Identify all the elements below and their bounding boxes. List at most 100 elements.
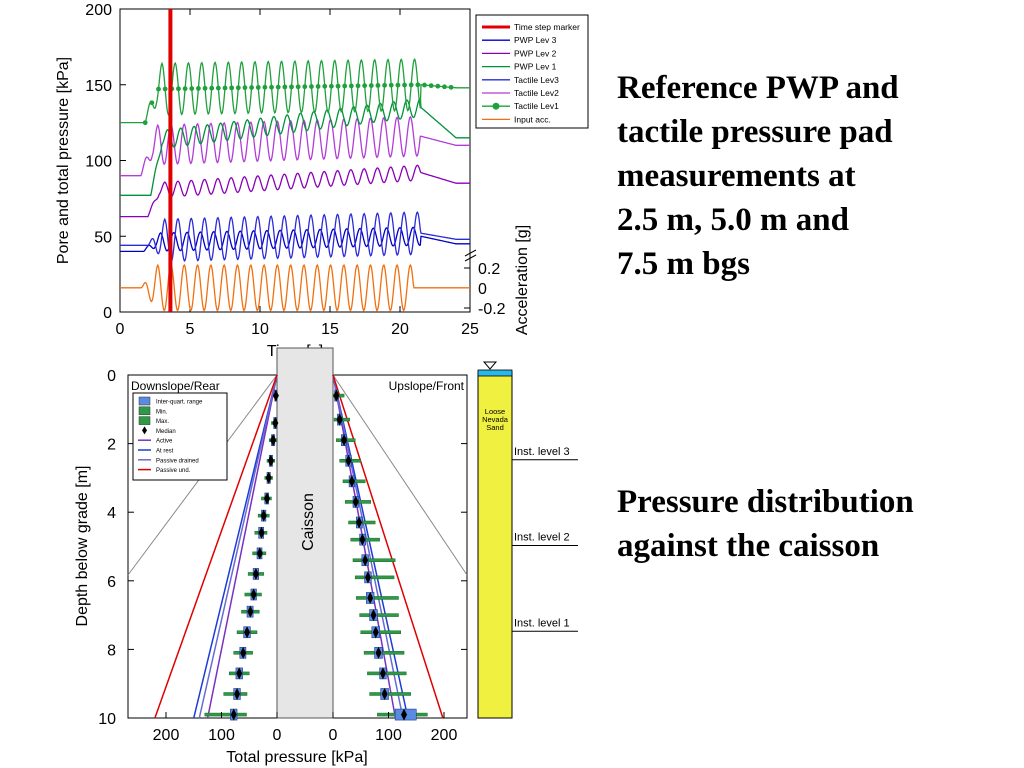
series-marker [162,86,168,92]
legend-swatch [138,416,151,425]
box-range-front [356,596,399,600]
y-axis-label: Pore and total pressure [kPa] [55,57,72,264]
series-marker [375,83,381,88]
y2-tick-label: -0.2 [478,301,506,318]
y2-tick-label: 0 [478,281,487,298]
legend-label: Passive und. [156,468,191,474]
heading-pressure-distribution: Pressure distribution against the caisso… [617,480,1007,568]
heading-line: 2.5 m, 5.0 m and [617,202,849,238]
series-marker [176,86,181,92]
instrument-level-label: Inst. level 2 [514,532,570,544]
caisson-body [276,347,334,719]
y-tick-label: 8 [107,642,116,659]
series-marker [269,84,274,90]
box-median-front [370,609,377,622]
y-tick-label: 2 [107,437,116,454]
series-marker [229,85,235,91]
box-median-rear [267,454,274,467]
box-median-front [352,495,359,508]
series-marker [282,84,288,90]
legend-label: PWP Lev 3 [514,35,557,45]
box-median-front [348,475,355,488]
y-tick-label: 0 [107,368,116,385]
series-line-pwp-lev-1 [120,97,470,196]
box-median-front [375,646,382,659]
pressure-distribution-chart: Caisson 0 2 4 6 8 10 200 100 0 0 100 200 Total pressu… [74,347,468,766]
box-range-front [369,692,411,696]
heading-line: tactile pressure pad [617,114,893,150]
box-median-front [336,413,343,426]
x-tick-label: 200 [153,727,180,744]
box-median-front [372,626,379,639]
series-marker [415,82,421,88]
series-marker [355,83,361,89]
soil-label: Loose [485,407,505,416]
heading-line: 7.5 m bgs [617,246,750,282]
series-marker [348,83,354,89]
x-tick-label: 10 [251,321,269,338]
x-tick-label: 100 [375,727,402,744]
reference-line-front-at-rest [332,374,409,719]
series-marker [289,84,294,90]
legend-swatch [138,396,151,406]
series-marker [442,84,447,90]
series-line-pwp-lev-2 [120,164,470,218]
y2-tick-label: 0.2 [478,261,500,278]
legend-label: Median [156,429,176,435]
legend-label: PWP Lev 2 [514,48,557,58]
series-marker [302,84,308,90]
series-marker [315,84,321,89]
series-marker [322,83,328,89]
instrument-level-label: Inst. level 3 [514,446,570,458]
heading-line: Reference PWP and [617,70,899,106]
box-median-front [356,516,363,529]
series-marker [149,100,155,106]
legend-label: Passive drained [156,458,199,464]
legend-label: Inter-quart. range [156,400,203,406]
box-median-front [333,389,340,402]
series-line-input-acc- [120,263,470,312]
box-median-rear [244,626,251,639]
x-axis-label: Total pressure [kPa] [226,749,367,766]
panel-title-front: Upslope/Front [389,379,465,393]
box-range-rear [204,712,247,717]
y-tick-label: 200 [85,2,112,19]
water-table-icon [482,361,498,370]
x-tick-label: 200 [431,727,458,744]
box-range-front [359,613,399,617]
series-marker [142,120,148,126]
box-median-front [341,434,348,447]
legend-label: At rest [156,449,174,455]
box-median-rear [247,605,254,618]
caisson-label: Caisson [300,493,317,551]
series-marker [382,82,387,88]
heading-line: measurements at [617,158,856,194]
box-median-rear [264,492,271,505]
legend-swatch [138,406,151,416]
series-line-tactile-lev2 [120,116,470,177]
box-median-rear [272,389,279,402]
box-range-front [367,671,407,676]
series-marker [182,86,188,92]
x-tick-label: 0 [116,321,125,338]
legend-label: Max. [156,419,169,425]
box-range-front [360,630,401,634]
box-median-rear [260,509,267,522]
box-median-front [364,571,371,584]
legend-label: Tactile Lev1 [514,101,559,111]
y-tick-label: 6 [107,574,116,591]
series-marker [388,82,394,88]
reference-line-rear-passive-drained [198,374,278,719]
x-tick-label: 25 [461,321,479,338]
water-layer [477,369,513,377]
y-tick-label: 150 [85,78,112,95]
series-marker [209,85,215,91]
series-marker [428,83,434,89]
x-tick-label: 5 [186,321,195,338]
box-range-front [363,651,405,655]
series-marker [242,85,248,91]
series-line-tactile-lev3 [120,211,470,263]
series-marker [335,83,341,89]
legend: Time step marker PWP Lev 3 PWP Lev 2 PWP Le… [475,14,589,129]
